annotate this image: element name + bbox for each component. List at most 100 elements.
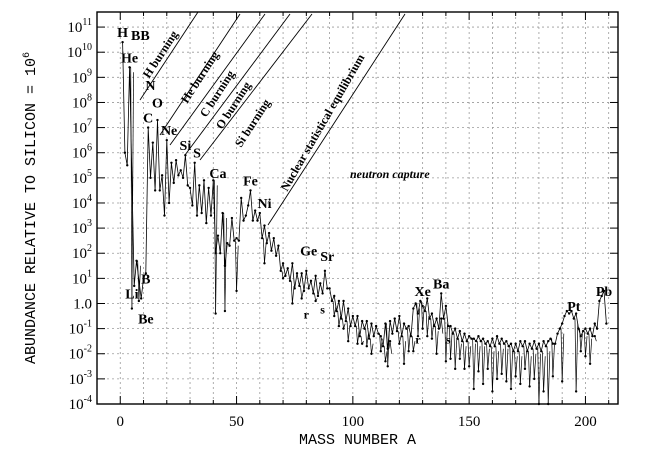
abundance-point (584, 327, 587, 330)
abundance-point (465, 339, 469, 343)
o-burning-line (184, 13, 291, 156)
abundance-point (363, 327, 366, 330)
abundance-spike (481, 341, 484, 384)
abundance-point (479, 339, 482, 343)
abundance-point (542, 339, 545, 343)
abundance-point (449, 324, 452, 328)
abundance-point (367, 337, 371, 340)
abundance-point (521, 345, 524, 348)
abundance-point (235, 289, 238, 293)
abundance-point (551, 342, 555, 345)
x-tick-label: 200 (574, 414, 597, 430)
abundance-point (219, 252, 222, 255)
abundance-point (244, 214, 248, 217)
h-burning-line (139, 11, 199, 101)
abundance-spike (462, 341, 465, 369)
abundance-point (463, 332, 466, 335)
abundance-point (588, 362, 592, 365)
abundance-point (346, 307, 350, 310)
abundance-point (144, 272, 148, 275)
abundance-point (502, 342, 506, 345)
abundance-point (223, 309, 227, 313)
abundance-point (240, 196, 243, 200)
abundance-spike (366, 333, 369, 347)
abundance-point (312, 292, 315, 295)
abundance-spike (472, 338, 475, 389)
abundance-point (365, 319, 369, 323)
abundance-spike (585, 336, 588, 357)
y-tick-label: 108 (72, 92, 92, 111)
abundance-point (149, 176, 152, 180)
abundance-point (205, 221, 208, 225)
y-tick-label: 102 (72, 243, 92, 262)
abundance-spike (223, 213, 226, 312)
abundance-point (158, 189, 161, 192)
abundance-point (516, 350, 520, 353)
abundance-point (388, 319, 392, 323)
abundance-spike (478, 346, 481, 372)
abundance-point (263, 262, 266, 265)
abundance-spike (412, 341, 416, 352)
abundance-point (481, 382, 485, 386)
abundance-point (305, 269, 308, 273)
abundance-spike (314, 293, 316, 302)
element-label-pt: Pt (567, 300, 581, 315)
y-axis-title: ABUNDANCE RELATIVE TO SILICON = 106 (22, 52, 40, 364)
abundance-point (184, 154, 187, 157)
abundance-point (151, 141, 155, 144)
x-tick-label: 100 (342, 414, 365, 430)
abundance-point (179, 169, 182, 172)
abundance-point (600, 294, 603, 298)
element-label-o: O (152, 96, 163, 111)
abundance-spike (425, 311, 428, 337)
abundance-point (391, 332, 394, 335)
abundance-point (533, 377, 536, 381)
abundance-spike (138, 265, 141, 301)
element-label-ge: Ge (300, 245, 317, 260)
y-tick-label: 105 (72, 168, 92, 187)
abundance-point (472, 387, 475, 391)
abundance-spike (346, 321, 349, 342)
abundance-point (370, 352, 373, 355)
abundance-point (346, 339, 350, 343)
abundance-spike (515, 356, 518, 377)
abundance-spike (504, 343, 507, 382)
abundance-point (498, 342, 501, 345)
abundance-point (467, 365, 471, 368)
abundance-spike (389, 341, 393, 354)
abundance-point (393, 317, 396, 320)
abundance-point (398, 342, 401, 345)
abundance-spike (440, 318, 444, 334)
abundance-point (407, 324, 410, 328)
abundance-point (279, 269, 282, 273)
abundance-spike (290, 280, 293, 304)
y-tick-label: 10-3 (69, 369, 92, 388)
abundance-point (463, 367, 466, 371)
abundance-spike (416, 303, 419, 337)
y-axis-title-exponent: 6 (22, 52, 33, 58)
abundance-spike (468, 346, 472, 367)
abundance-spike (385, 351, 388, 362)
element-label-h: H (117, 26, 128, 41)
element-label-pb: Pb (596, 285, 613, 300)
element-label-li: Li (125, 287, 138, 302)
abundance-point (272, 236, 275, 240)
abundance-point (360, 342, 364, 345)
element-label-n: N (145, 79, 155, 94)
abundance-spike (482, 346, 486, 384)
abundance-spike (510, 351, 513, 389)
abundance-spike (388, 341, 391, 349)
element-label-c: C (143, 112, 153, 127)
abundance-spike (300, 285, 303, 299)
abundance-spike (426, 316, 430, 337)
abundance-spike (137, 260, 140, 301)
abundance-point (344, 319, 348, 323)
abundance-spike (487, 348, 490, 369)
element-label-si: Si (180, 139, 192, 154)
element-label-be: Be (138, 313, 154, 328)
abundance-spike (528, 351, 530, 387)
y-tick-label: 106 (72, 143, 92, 162)
abundance-point (146, 126, 150, 129)
element-label-ne: Ne (161, 124, 177, 139)
abundance-point (444, 360, 448, 363)
